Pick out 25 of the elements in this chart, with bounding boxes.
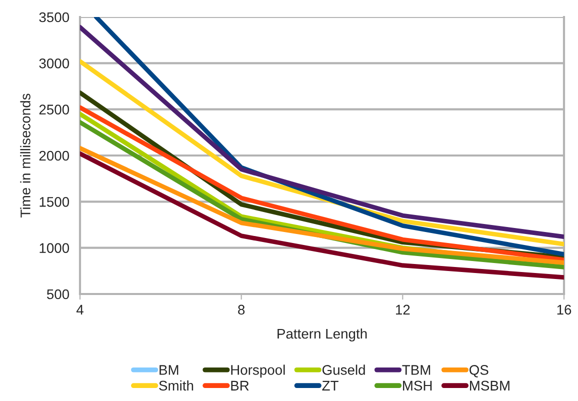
legend-label: BR bbox=[231, 380, 249, 390]
y-tick-label: 3000 bbox=[39, 58, 70, 68]
legend-label: MSH bbox=[403, 380, 432, 391]
x-tick-label: 8 bbox=[238, 304, 245, 315]
legend-label: Smith bbox=[159, 380, 194, 391]
y-tick-label: 1000 bbox=[40, 243, 70, 254]
legend-label: ZT bbox=[322, 380, 338, 390]
x-axis-title: Pattern Length bbox=[278, 328, 367, 342]
legend-label: QS bbox=[470, 365, 488, 378]
legend-label: BM bbox=[160, 365, 178, 375]
legend-label: TBM bbox=[402, 365, 430, 375]
x-tick-label: 16 bbox=[557, 304, 572, 315]
line-series bbox=[80, 151, 564, 280]
x-tick-label: 4 bbox=[76, 304, 84, 314]
legend-label: Horspool bbox=[231, 364, 285, 378]
x-tick-label: 12 bbox=[396, 304, 410, 314]
y-tick-label: 2500 bbox=[39, 104, 70, 115]
y-tick-label: 500 bbox=[46, 289, 70, 300]
y-tick-label: 2000 bbox=[39, 150, 70, 161]
y-tick-label: 1500 bbox=[40, 197, 70, 207]
legend-label: MSBM bbox=[470, 380, 510, 391]
legend-label: Guseld bbox=[322, 364, 365, 375]
y-axis-title: Time in milliseconds bbox=[20, 94, 30, 218]
y-tick-label: 3500 bbox=[39, 12, 70, 22]
line-series bbox=[80, 146, 564, 265]
